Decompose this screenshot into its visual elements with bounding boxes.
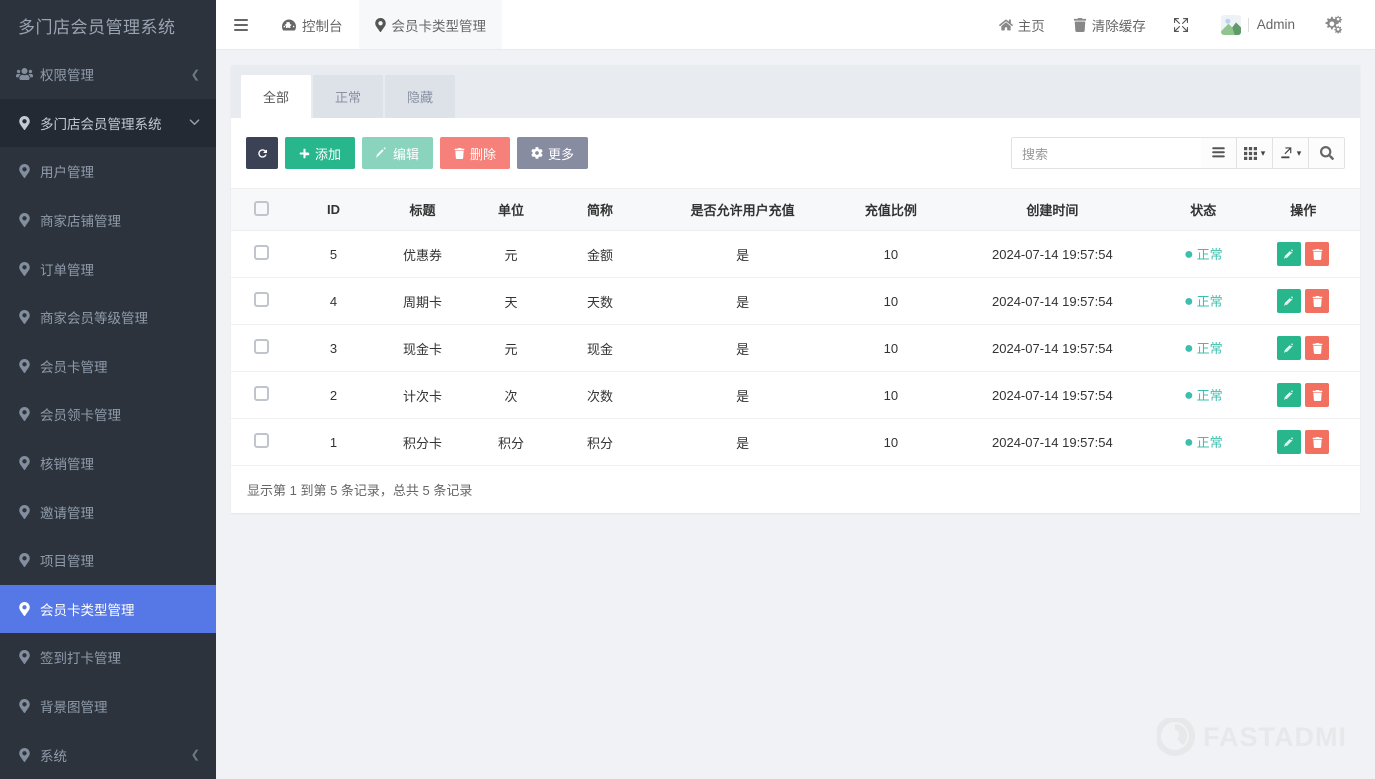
svg-text:FASTADMIN: FASTADMIN (1203, 722, 1347, 752)
